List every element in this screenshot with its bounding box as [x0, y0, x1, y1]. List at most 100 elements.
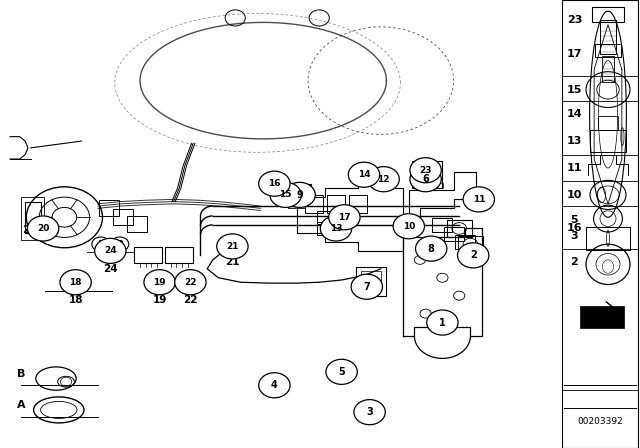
Bar	[289, 198, 305, 208]
Text: B: B	[116, 240, 124, 249]
Circle shape	[217, 234, 248, 259]
Bar	[21, 197, 44, 240]
Bar	[356, 267, 387, 296]
Text: 23: 23	[419, 166, 432, 175]
Text: 2: 2	[470, 250, 477, 260]
Circle shape	[354, 400, 385, 425]
Circle shape	[28, 216, 59, 241]
Bar	[317, 222, 333, 235]
Circle shape	[259, 373, 290, 398]
Text: 3: 3	[366, 407, 373, 417]
Bar	[127, 216, 147, 232]
Bar	[586, 227, 630, 250]
Bar	[598, 116, 618, 130]
Text: 13: 13	[330, 224, 342, 233]
Circle shape	[284, 182, 316, 207]
Text: 10: 10	[566, 190, 582, 200]
Text: 17: 17	[566, 49, 582, 59]
Circle shape	[326, 359, 357, 384]
Bar	[327, 195, 345, 213]
Text: 4: 4	[271, 380, 278, 390]
Circle shape	[410, 167, 442, 192]
Text: 8: 8	[428, 244, 435, 254]
Bar	[602, 56, 614, 82]
Text: 23: 23	[566, 15, 582, 25]
Text: 14: 14	[358, 170, 371, 179]
Text: 5: 5	[338, 367, 345, 377]
Bar	[592, 7, 624, 22]
Text: 6: 6	[422, 174, 429, 184]
Bar	[349, 195, 367, 213]
Circle shape	[351, 274, 383, 299]
Text: 20: 20	[37, 224, 49, 233]
Text: 11: 11	[566, 163, 582, 173]
Text: 10: 10	[403, 222, 415, 231]
Bar	[361, 271, 381, 291]
Circle shape	[92, 237, 110, 251]
Text: 22: 22	[184, 278, 196, 287]
Text: 12: 12	[378, 175, 390, 184]
Circle shape	[463, 187, 495, 212]
Text: 22: 22	[183, 295, 198, 305]
Circle shape	[95, 238, 126, 263]
Circle shape	[427, 310, 458, 335]
Circle shape	[329, 205, 360, 230]
Text: 14: 14	[566, 109, 582, 119]
Text: 16: 16	[566, 223, 582, 233]
Text: 24: 24	[104, 246, 116, 255]
Bar	[458, 236, 483, 252]
Text: 19: 19	[154, 278, 166, 287]
Text: A: A	[97, 240, 104, 249]
Bar	[580, 306, 624, 328]
Bar	[305, 195, 323, 213]
Circle shape	[175, 270, 206, 295]
Circle shape	[259, 171, 290, 196]
Text: 17: 17	[338, 213, 351, 222]
Bar	[444, 227, 464, 241]
Bar	[412, 161, 442, 188]
Bar	[436, 183, 443, 188]
Bar	[590, 130, 626, 152]
Bar	[447, 220, 472, 237]
Bar	[25, 202, 41, 233]
Text: 21: 21	[226, 242, 239, 251]
Bar	[600, 20, 616, 54]
Text: 1: 1	[439, 318, 446, 327]
Text: 16: 16	[268, 179, 281, 188]
Text: 5: 5	[571, 215, 578, 224]
Circle shape	[393, 214, 424, 239]
Text: 9: 9	[296, 190, 303, 200]
Bar	[595, 44, 621, 57]
Bar	[433, 218, 452, 232]
Bar	[331, 211, 347, 224]
Bar	[165, 247, 193, 263]
Circle shape	[60, 270, 92, 295]
Bar	[317, 211, 333, 224]
Text: 24: 24	[103, 264, 118, 274]
Text: 20: 20	[22, 225, 37, 235]
Bar	[134, 247, 163, 263]
Circle shape	[415, 236, 447, 261]
Text: B: B	[17, 369, 26, 379]
Bar	[99, 200, 119, 216]
Bar	[283, 184, 311, 199]
Text: 21: 21	[225, 257, 239, 267]
Text: 13: 13	[566, 136, 582, 146]
Text: 7: 7	[364, 282, 370, 292]
Circle shape	[348, 162, 380, 187]
Text: 15: 15	[279, 190, 292, 199]
Circle shape	[368, 167, 399, 192]
Text: 18: 18	[69, 278, 82, 287]
Circle shape	[144, 270, 175, 295]
Circle shape	[410, 158, 442, 183]
Bar	[425, 183, 432, 188]
Text: 15: 15	[566, 85, 582, 95]
Text: 19: 19	[152, 295, 167, 305]
Circle shape	[458, 243, 489, 268]
Text: 18: 18	[68, 295, 83, 305]
Text: A: A	[17, 401, 26, 410]
Text: 2: 2	[570, 257, 579, 267]
Circle shape	[320, 216, 352, 241]
Circle shape	[111, 237, 129, 251]
Text: 00203392: 00203392	[577, 417, 623, 426]
